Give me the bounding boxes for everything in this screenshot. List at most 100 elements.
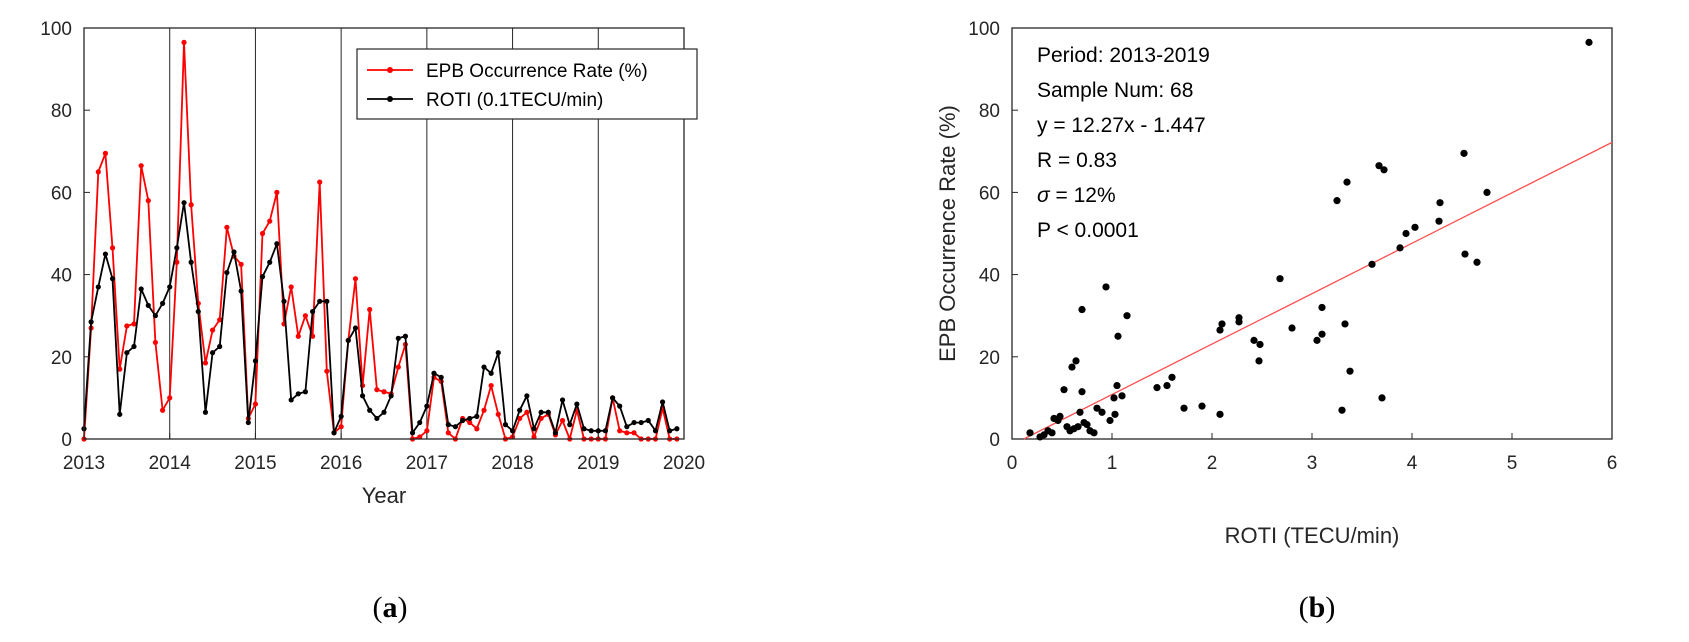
series-line	[83, 41, 677, 440]
scatter-point	[1255, 357, 1263, 365]
annotation-equation: y = 12.27x - 1.447	[1037, 114, 1206, 137]
scatter-point	[1436, 199, 1444, 207]
scatter-point	[1368, 260, 1376, 268]
data-point	[295, 333, 301, 339]
scatter-point	[1380, 166, 1388, 174]
data-point	[338, 424, 344, 430]
data-point	[581, 426, 587, 432]
data-point	[531, 434, 537, 440]
data-point	[152, 339, 158, 346]
annotation-p: P < 0.0001	[1037, 219, 1139, 242]
scatter-point	[1218, 320, 1226, 328]
data-point	[109, 245, 116, 251]
scatter-point	[1288, 324, 1296, 332]
data-point	[188, 259, 194, 265]
x-axis-label: ROTI (TECU/min)	[1225, 523, 1400, 548]
scatter-point	[1318, 303, 1326, 312]
data-point	[481, 407, 487, 413]
data-point	[217, 317, 223, 323]
data-point	[295, 391, 301, 397]
scatter-point	[1060, 386, 1068, 394]
data-point	[624, 424, 630, 430]
scatter-point	[1098, 408, 1106, 416]
scatter-point	[1093, 404, 1101, 412]
data-point	[259, 230, 266, 237]
data-point	[238, 288, 244, 294]
data-point	[117, 411, 123, 417]
data-point	[445, 422, 451, 428]
data-point	[167, 284, 173, 290]
data-point	[667, 428, 673, 434]
data-point	[345, 337, 351, 343]
y-tick-label: 60	[51, 183, 72, 204]
series-epb	[81, 39, 680, 442]
scatter-point	[1313, 336, 1321, 344]
scatter-point	[1048, 429, 1056, 437]
y-tick-label: 20	[51, 348, 72, 369]
data-point	[538, 409, 544, 415]
data-point	[274, 241, 280, 247]
scatter-point	[1106, 416, 1114, 425]
panel-a-line-chart: 2013 2014 2015 2016 2017 2018 2019 2020 0 20 40 60 8…	[40, 19, 705, 624]
data-point	[559, 417, 566, 424]
data-point	[145, 302, 151, 309]
data-point	[438, 374, 444, 380]
data-point	[395, 364, 401, 370]
data-point	[160, 407, 166, 413]
y-tick-label: 0	[61, 430, 72, 451]
data-point	[502, 422, 509, 428]
data-point	[545, 409, 551, 415]
data-point	[631, 430, 637, 436]
data-point	[417, 419, 423, 426]
data-point	[467, 415, 473, 422]
scatter-point	[1111, 410, 1119, 418]
data-point	[174, 245, 180, 251]
scatter-point	[1114, 332, 1122, 340]
data-point	[224, 224, 230, 230]
data-point	[445, 430, 451, 436]
line-series-group	[81, 39, 680, 442]
data-point	[324, 368, 330, 374]
data-point	[288, 284, 294, 290]
data-point	[224, 269, 230, 276]
data-point	[167, 395, 173, 401]
data-point	[274, 189, 280, 195]
data-point	[138, 286, 144, 292]
data-point	[452, 424, 458, 430]
legend-label-roti: ROTI (0.1TECU/min)	[426, 90, 603, 111]
data-point	[374, 415, 380, 422]
y-tick-label: 80	[979, 101, 1000, 122]
x-tick-label: 6	[1607, 453, 1618, 474]
scatter-point	[1378, 394, 1386, 402]
data-point	[124, 323, 130, 329]
data-point	[645, 417, 651, 424]
scatter-point	[1460, 149, 1468, 157]
scatter-point	[1078, 305, 1086, 314]
scatter-points	[1026, 38, 1593, 441]
data-point	[88, 319, 94, 325]
data-point	[138, 163, 144, 169]
data-point	[559, 397, 566, 403]
data-point	[367, 407, 373, 413]
x-tick-label: 2020	[663, 453, 705, 474]
data-point	[424, 428, 430, 434]
data-point	[381, 389, 387, 395]
scatter-point	[1090, 429, 1098, 437]
data-point	[160, 300, 166, 306]
panel-label-b: (b)	[1299, 591, 1336, 624]
annotation-sigma: σ = 12%	[1037, 184, 1116, 207]
data-point	[531, 426, 537, 432]
x-tick-label: 2015	[234, 453, 276, 474]
data-point	[195, 308, 201, 315]
scatter-point	[1343, 178, 1351, 186]
scatter-point	[1076, 408, 1084, 416]
data-point	[431, 370, 437, 376]
data-point	[388, 393, 394, 399]
data-point	[117, 366, 123, 372]
scatter-point	[1168, 373, 1176, 381]
data-point	[517, 407, 523, 413]
scatter-point	[1585, 38, 1593, 46]
scatter-point	[1461, 250, 1469, 258]
